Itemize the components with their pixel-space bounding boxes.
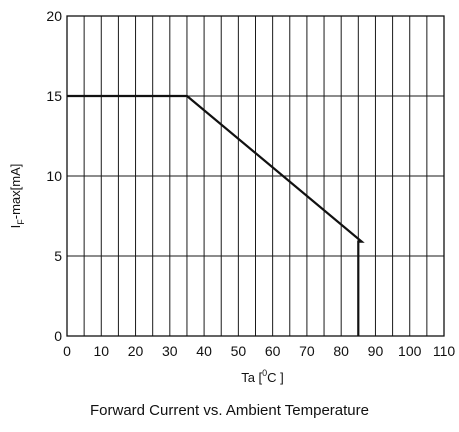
x-tick-label: 20	[128, 343, 144, 359]
y-axis-label-sub: F	[16, 219, 26, 225]
grid-lines	[67, 16, 444, 336]
x-tick-label: 10	[93, 343, 109, 359]
y-axis-label-main: I	[8, 225, 23, 229]
x-axis-label: Ta [0C ]	[241, 368, 284, 385]
y-tick-label: 0	[54, 328, 62, 344]
y-axis-label: IF-max[mA]	[8, 164, 26, 229]
x-tick-label: 80	[333, 343, 349, 359]
y-tick-label: 20	[46, 8, 62, 24]
x-tick-labels: 0 10 20 30 40 50 60 70 80 90 100 110	[63, 343, 455, 359]
y-tick-label: 15	[46, 88, 62, 104]
y-tick-label: 10	[46, 168, 62, 184]
y-tick-labels: 0 5 10 15 20	[46, 8, 62, 344]
x-axis-label-tail: C ]	[267, 370, 284, 385]
y-axis-label-tail: -max[mA]	[8, 164, 23, 220]
plot-frame	[66, 15, 445, 337]
series-layer	[67, 94, 365, 336]
x-tick-label: 110	[433, 343, 456, 359]
x-tick-label: 90	[368, 343, 384, 359]
x-tick-label: 100	[398, 343, 422, 359]
x-tick-label: 40	[196, 343, 212, 359]
chart-title: Forward Current vs. Ambient Temperature	[89, 402, 369, 419]
x-tick-label: 60	[265, 343, 281, 359]
y-tick-label: 5	[54, 248, 62, 264]
x-tick-label: 30	[162, 343, 178, 359]
x-tick-label: 50	[231, 343, 247, 359]
series-line-0	[67, 94, 365, 336]
x-axis-label-main: Ta [	[241, 370, 262, 385]
x-axis-label-sup: 0	[262, 368, 267, 378]
x-tick-label: 70	[299, 343, 315, 359]
x-tick-label: 0	[63, 343, 71, 359]
